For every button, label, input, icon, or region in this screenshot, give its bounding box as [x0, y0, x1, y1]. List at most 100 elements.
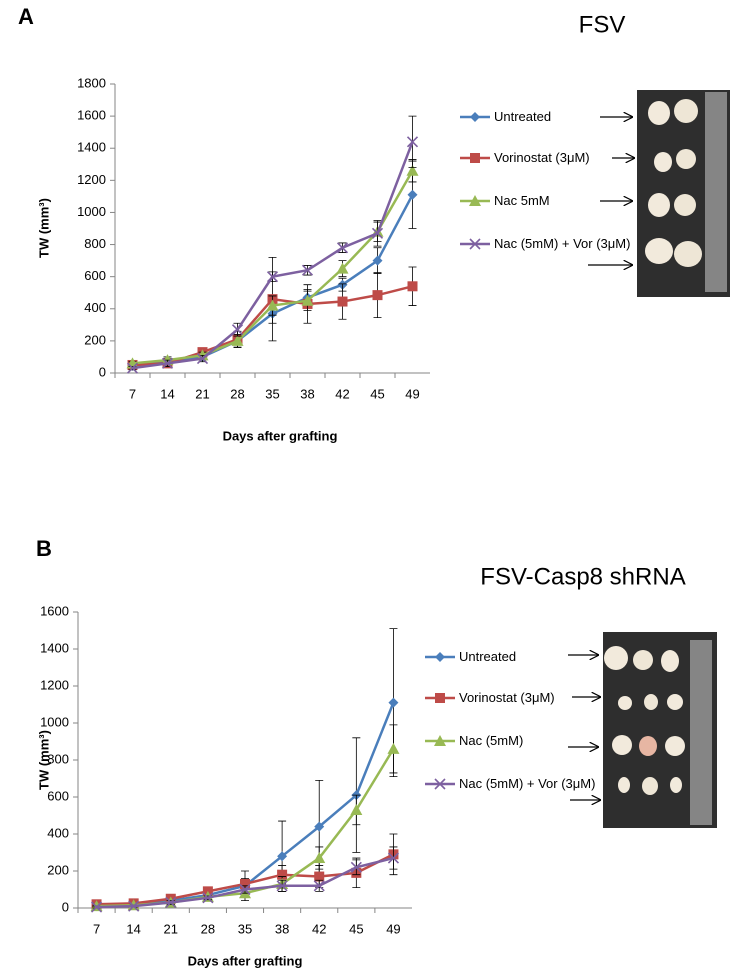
y-tick-label: 1600 [40, 603, 69, 618]
marker [277, 851, 288, 862]
legend-marker [434, 778, 446, 790]
y-tick-label: 200 [84, 332, 106, 347]
y-tick-label: 0 [62, 899, 69, 914]
x-tick-label: 14 [160, 386, 174, 401]
x-tick-label: 7 [129, 386, 136, 401]
marker [371, 227, 384, 239]
y-tick-label: 1200 [77, 172, 106, 187]
marker [126, 362, 139, 374]
x-tick-label: 21 [164, 921, 178, 936]
y-tick-label: 1400 [77, 140, 106, 155]
marker [301, 264, 314, 276]
series [90, 846, 400, 913]
legend-marker [470, 112, 480, 122]
y-tick-label: 1000 [40, 714, 69, 729]
marker [239, 883, 251, 896]
y-tick-label: 1200 [40, 677, 69, 692]
chart-title: FSV [579, 11, 626, 38]
marker [350, 861, 362, 873]
y-tick-label: 1400 [40, 640, 69, 655]
y-axis-label: TW (mm³) [36, 730, 51, 790]
x-tick-label: 28 [201, 921, 215, 936]
legend-label: Vorinostat (3μM) [494, 150, 590, 165]
marker [196, 352, 209, 365]
y-tick-label: 600 [84, 268, 106, 283]
marker [90, 901, 103, 913]
x-tick-label: 42 [312, 921, 326, 936]
marker [128, 900, 140, 912]
x-tick-label: 49 [386, 921, 400, 936]
panel-label: A [18, 4, 34, 29]
y-tick-label: 800 [47, 751, 69, 766]
x-tick-label: 28 [230, 386, 244, 401]
marker [372, 255, 383, 266]
marker [202, 892, 214, 904]
legend-label: Nac 5mM [494, 193, 550, 208]
x-tick-label: 49 [405, 386, 419, 401]
marker [266, 299, 279, 311]
x-tick-label: 14 [126, 921, 140, 936]
x-tick-label: 35 [238, 921, 252, 936]
legend-label: Untreated [494, 109, 552, 124]
marker [240, 878, 250, 889]
arrows [568, 117, 634, 800]
x-axis-label: Days after grafting [188, 953, 303, 968]
legend-label: Nac (5mM) + Vor (3μM) [459, 776, 596, 791]
marker [313, 880, 325, 892]
y-tick-label: 200 [47, 862, 69, 877]
marker [407, 281, 418, 292]
marker [276, 880, 288, 892]
legend-marker [434, 735, 446, 746]
legend-marker [470, 153, 480, 163]
legend-label: Nac (5mM) + Vor (3μM) [494, 236, 631, 251]
y-tick-label: 1000 [77, 204, 106, 219]
legend-marker [469, 238, 481, 250]
marker [407, 189, 418, 200]
marker [350, 803, 363, 815]
marker [301, 294, 314, 306]
legend-marker [435, 652, 445, 662]
x-tick-label: 35 [265, 386, 279, 401]
y-tick-label: 0 [99, 364, 106, 379]
marker [387, 852, 400, 864]
legend-label: Vorinostat (3μM) [459, 690, 555, 705]
legend-label: Untreated [459, 649, 517, 664]
marker [266, 271, 279, 283]
marker [313, 852, 326, 864]
x-tick-label: 42 [335, 386, 349, 401]
marker [372, 290, 383, 301]
series [126, 115, 419, 374]
marker [406, 136, 419, 148]
x-tick-label: 45 [370, 386, 384, 401]
marker [387, 742, 400, 754]
marker [337, 296, 348, 307]
y-tick-label: 1800 [77, 75, 106, 90]
marker [231, 334, 244, 346]
x-tick-label: 38 [300, 386, 314, 401]
x-axis-label: Days after grafting [223, 428, 338, 443]
panel-label: B [36, 536, 52, 561]
marker [336, 242, 349, 254]
marker [231, 324, 244, 336]
legend-marker [435, 693, 445, 703]
photo-b [603, 632, 717, 828]
marker [336, 262, 349, 274]
marker [314, 871, 325, 882]
chart-title: FSV-Casp8 shRNA [480, 563, 685, 590]
x-tick-label: 21 [195, 386, 209, 401]
marker [161, 357, 174, 369]
y-tick-label: 400 [47, 825, 69, 840]
legend-label: Nac (5mM) [459, 733, 524, 748]
y-tick-label: 400 [84, 300, 106, 315]
y-axis-label: TW (mm³) [36, 198, 51, 258]
y-tick-label: 1600 [77, 108, 106, 123]
legend-marker [469, 195, 481, 206]
marker [406, 164, 419, 176]
marker [165, 896, 177, 909]
marker [277, 869, 288, 880]
marker [314, 821, 325, 832]
photo-a [637, 90, 730, 297]
y-tick-label: 600 [47, 788, 69, 803]
